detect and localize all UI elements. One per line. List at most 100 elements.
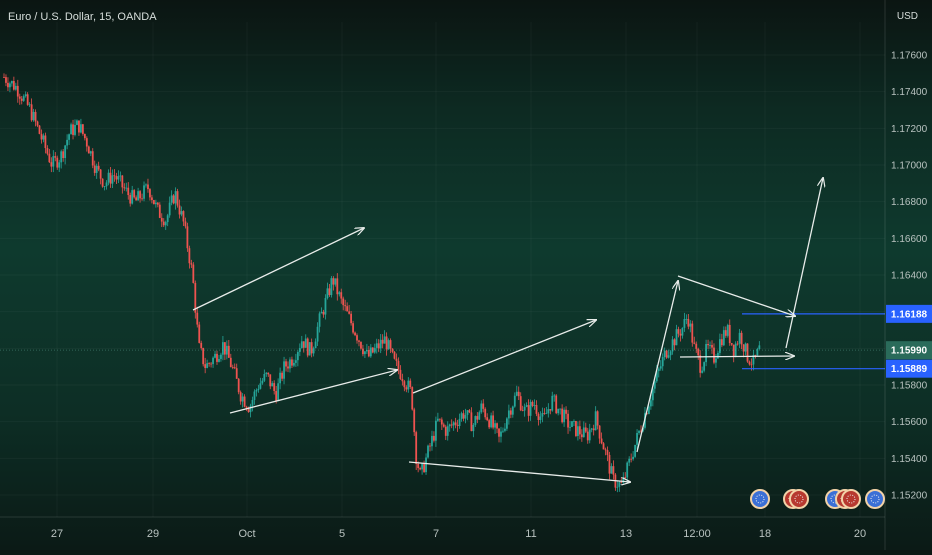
candle-body [66,139,69,146]
candle-body [693,342,696,344]
candle-body [553,395,556,397]
y-tick-label: 1.15800 [891,381,928,392]
candle-body [30,104,33,121]
candle-body [367,350,370,357]
candle-body [362,348,364,355]
candle-body [699,355,702,373]
candle-body [651,388,654,401]
candle-body [608,454,611,474]
candle-body [624,477,627,478]
y-tick-label: 1.17200 [891,124,928,135]
candle-body [218,358,220,362]
candle-body [38,125,41,134]
event-flag-us-icon[interactable] [789,489,809,509]
trend-arrow[interactable] [679,356,794,357]
candle-body [64,145,67,159]
candle-body [616,486,619,488]
candle-body [399,369,402,379]
y-tick-label: 1.15200 [891,491,928,502]
candle-body [44,135,47,149]
candle-body [488,420,491,428]
candle-body [56,157,59,168]
candle-body [296,352,299,361]
candle-body [271,383,274,387]
candle-body [634,444,636,457]
candle-body [324,298,327,315]
candle-body [178,205,181,215]
candle-body [681,327,684,336]
candle-body [529,401,532,416]
trend-arrow[interactable] [408,461,630,482]
candle-body [371,347,374,353]
trend-arrow[interactable] [677,275,795,316]
candle-body [533,405,536,406]
event-flag-us-icon[interactable] [841,489,861,509]
candle-body [663,350,666,358]
candle-body [285,361,287,367]
candle-body [433,435,435,441]
candle-body [80,124,82,133]
candle-body [496,423,498,429]
candle-body [509,410,512,415]
x-tick-label: 20 [854,528,866,540]
candle-body [190,263,193,265]
candle-body [752,354,755,365]
candle-body [200,342,203,349]
candle-body [612,466,615,475]
candle-body [472,424,475,432]
trend-arrow[interactable] [229,370,397,414]
trend-arrow[interactable] [636,281,678,453]
candle-body [590,428,593,430]
candle-body [93,165,96,173]
candle-body [734,343,737,356]
event-flag-eu-icon[interactable] [865,489,885,509]
candle-body [87,146,90,154]
candle-body [482,403,485,409]
candle-body [76,120,78,125]
candle-body [452,422,455,426]
trend-arrow[interactable] [785,178,823,349]
candle-body [578,426,581,435]
x-tick-label: 29 [147,528,159,540]
candle-body [328,288,331,296]
event-flag-eu-icon[interactable] [750,489,770,509]
candle-body [147,184,149,190]
trend-arrow[interactable] [192,228,364,311]
candle-body [265,372,268,374]
candle-body [180,211,183,215]
candle-body [604,449,607,451]
candles-layer [3,73,761,493]
candle-body [444,426,447,436]
candle-body [687,318,690,327]
candle-body [507,410,510,419]
candle-body [222,342,224,355]
candle-body [89,151,92,154]
candle-body [478,412,481,420]
candle-body [202,348,205,365]
candle-body [235,368,238,379]
candle-body [636,432,638,445]
candle-body [253,391,256,400]
y-axis: 1.17600 1.17400 1.17200 1.17000 1.16800 1.166… [884,0,932,550]
candle-body [312,348,315,354]
candle-body [243,396,246,407]
candle-body [638,430,640,433]
candle-body [573,421,575,422]
candle-body [498,428,500,437]
candle-body [429,445,431,447]
candle-body [208,363,211,364]
chart-title: Euro / U.S. Dollar, 15, OANDA [8,11,157,23]
candle-body [7,82,9,88]
candle-body [356,335,358,341]
candle-body [596,411,599,426]
candle-body [549,409,552,411]
candle-body [586,431,589,441]
candle-body [701,370,704,373]
candle-body [436,418,439,421]
trend-arrow[interactable] [412,320,596,394]
y-tick-label: 1.16400 [891,271,928,282]
candle-body [730,343,733,345]
candle-body [318,313,321,327]
